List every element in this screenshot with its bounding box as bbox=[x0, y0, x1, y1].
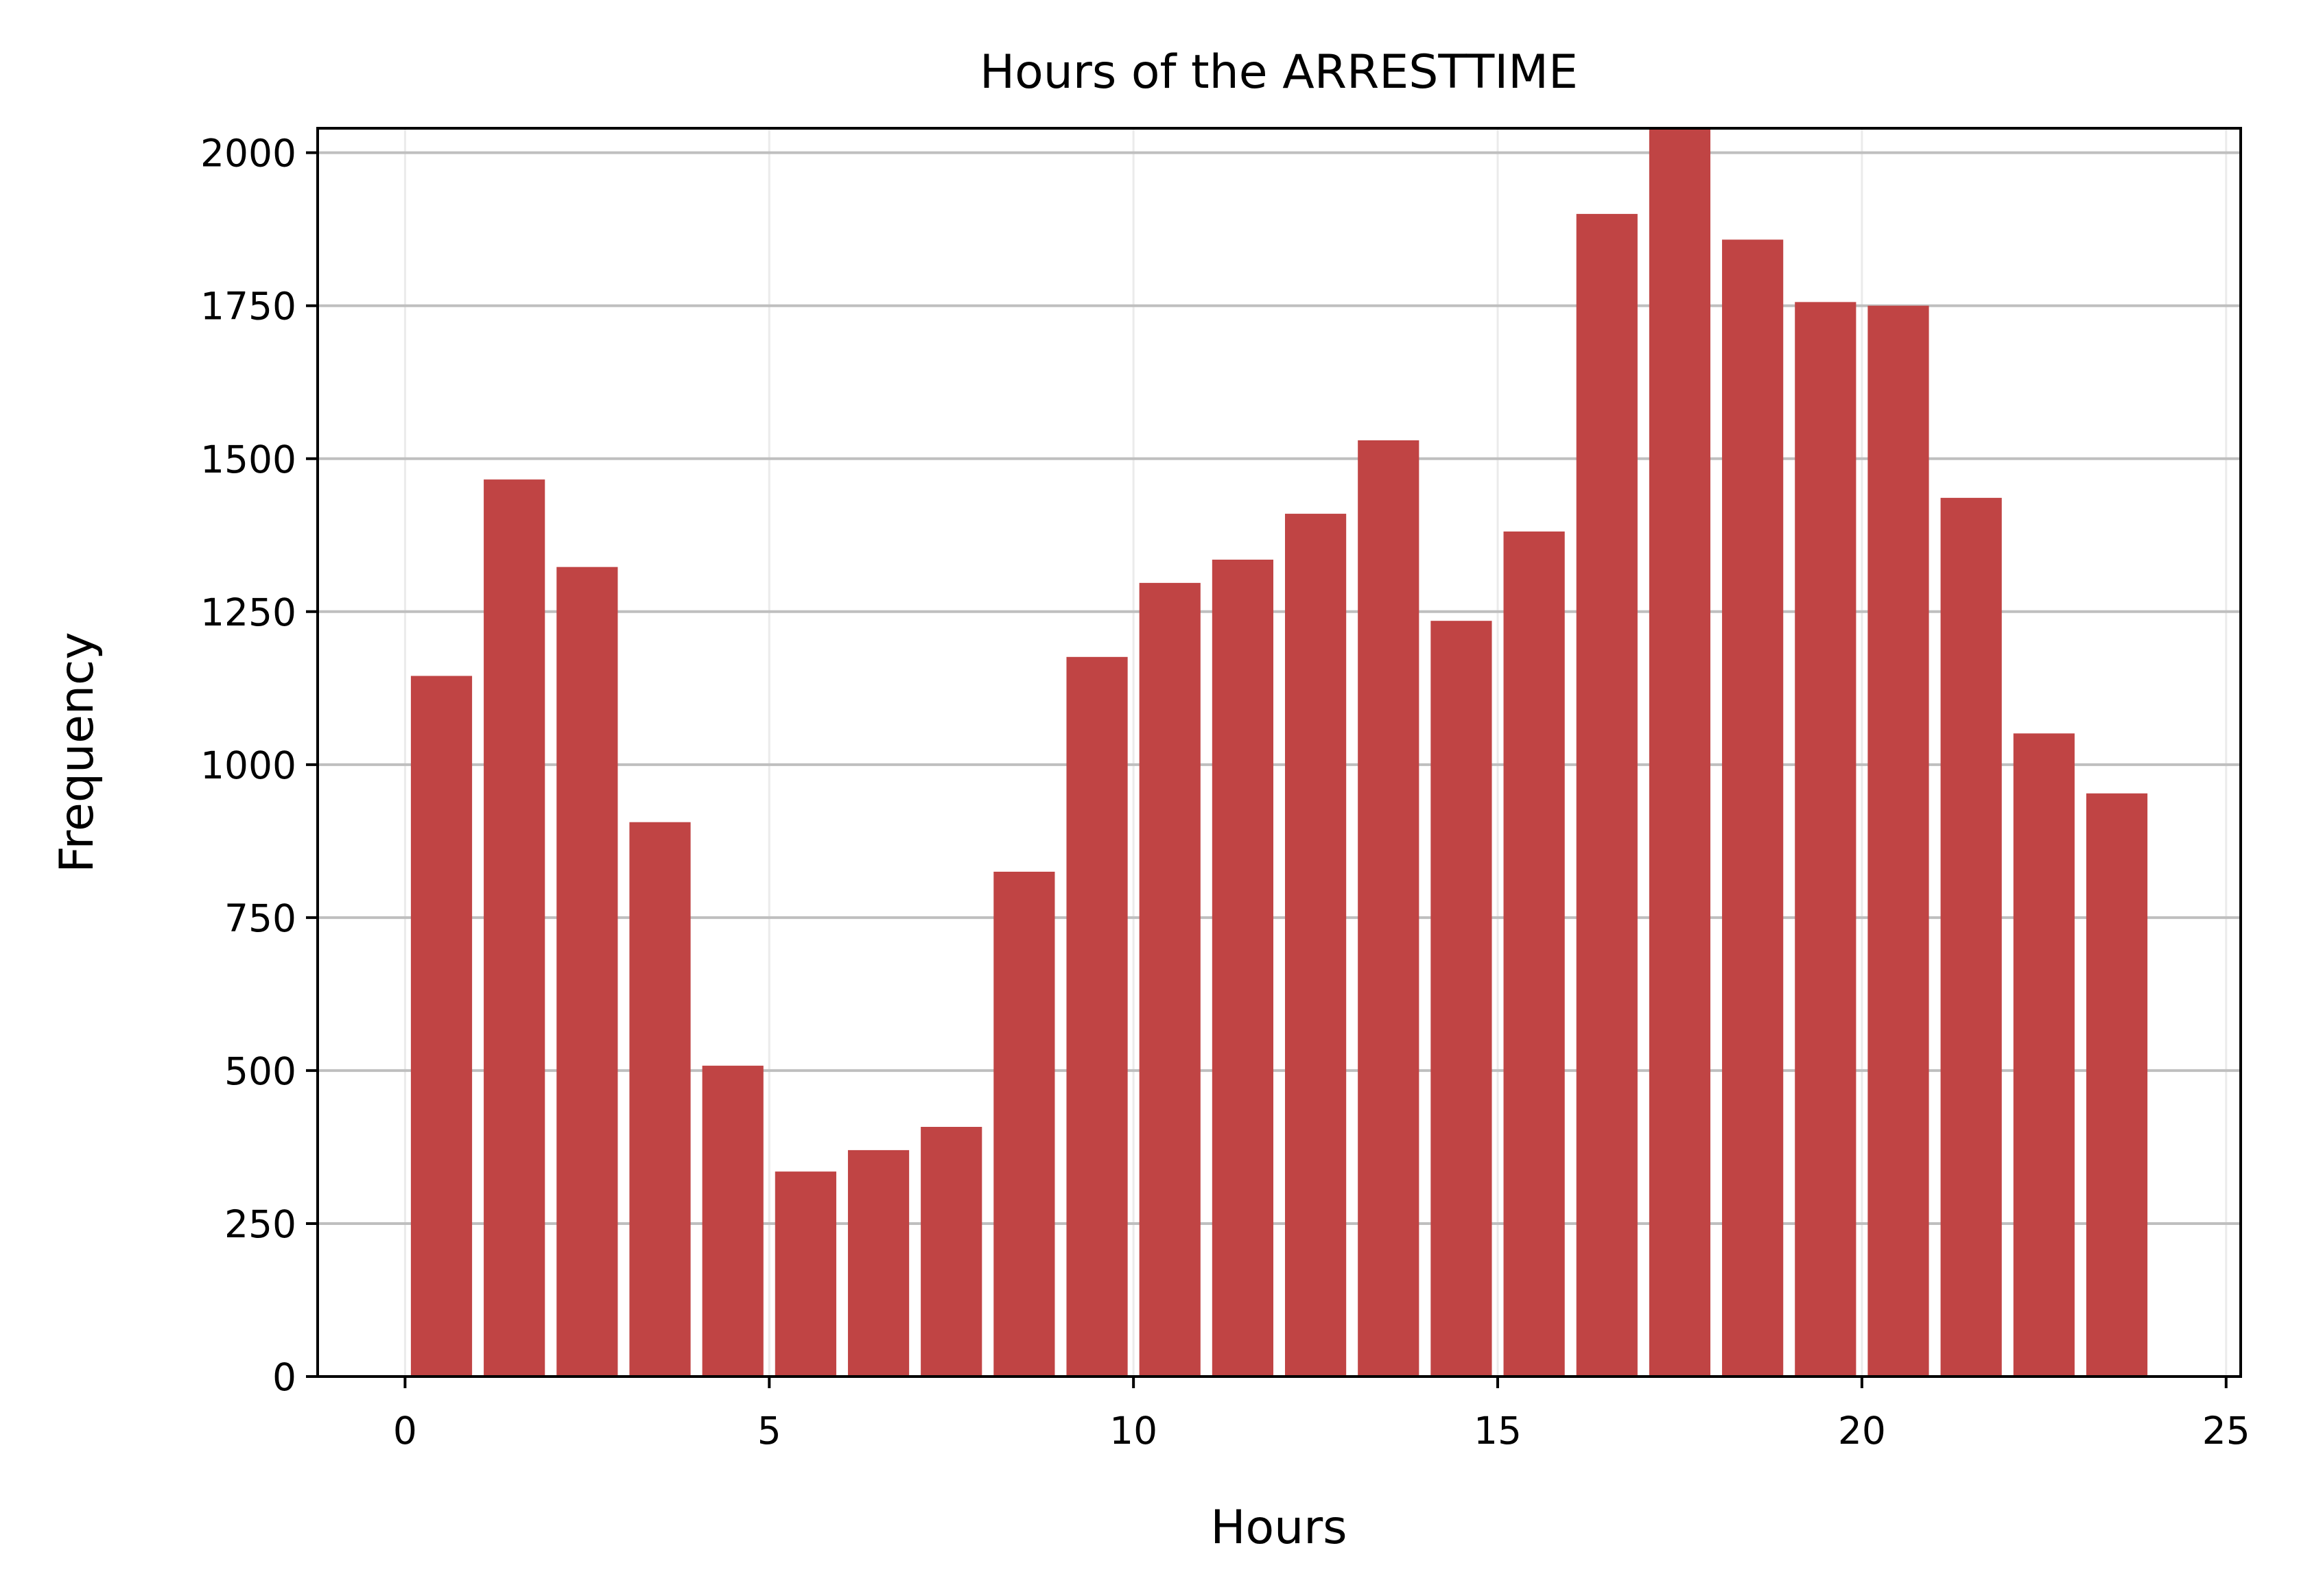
axes-frame bbox=[316, 127, 2242, 1378]
bar bbox=[1795, 302, 1856, 1377]
bar bbox=[2013, 733, 2075, 1377]
bar bbox=[484, 479, 545, 1377]
bar bbox=[1430, 621, 1492, 1377]
bar bbox=[629, 822, 691, 1377]
x-tick-label: 10 bbox=[1109, 1409, 1157, 1453]
bar bbox=[1503, 531, 1565, 1377]
y-tick-label: 250 bbox=[224, 1202, 296, 1246]
bar bbox=[1722, 239, 1784, 1377]
y-ticks: 0 250 500 750 1000 1250 1500 1750 2000 bbox=[200, 132, 318, 1399]
y-tick-label: 2000 bbox=[200, 132, 296, 176]
bar bbox=[1867, 305, 1929, 1377]
bar bbox=[1940, 497, 2002, 1377]
bar bbox=[1139, 582, 1201, 1377]
bar bbox=[775, 1171, 836, 1377]
y-tick-label: 1000 bbox=[200, 743, 296, 787]
y-tick-label: 1750 bbox=[200, 285, 296, 329]
x-tick-label: 0 bbox=[393, 1409, 417, 1453]
bars bbox=[410, 128, 2148, 1377]
bar bbox=[410, 676, 473, 1377]
bar bbox=[1212, 559, 1274, 1377]
x-tick-label: 20 bbox=[1838, 1409, 1886, 1453]
x-tick-label: 5 bbox=[757, 1409, 781, 1453]
chart-title: Hours of the ARRESTTIME bbox=[980, 45, 1578, 99]
y-tick-label: 0 bbox=[272, 1355, 296, 1399]
bar bbox=[921, 1127, 982, 1377]
x-tick-label: 15 bbox=[1474, 1409, 1522, 1453]
y-tick-label: 1250 bbox=[200, 591, 296, 634]
x-tick-label: 25 bbox=[2202, 1409, 2250, 1453]
bar bbox=[1649, 128, 1711, 1377]
bar bbox=[2086, 793, 2148, 1377]
x-ticks: 0 5 10 15 20 25 bbox=[393, 1377, 2250, 1453]
y-tick-label: 750 bbox=[224, 896, 296, 940]
y-axis-label: Frequency bbox=[50, 632, 104, 872]
bar bbox=[847, 1150, 910, 1377]
bar bbox=[1358, 440, 1419, 1377]
bar bbox=[556, 567, 618, 1377]
y-tick-label: 500 bbox=[224, 1049, 296, 1093]
bar bbox=[1576, 213, 1638, 1377]
x-axis-label: Hours bbox=[1210, 1501, 1347, 1555]
y-tick-label: 1500 bbox=[200, 438, 296, 481]
bar bbox=[702, 1065, 764, 1377]
bar bbox=[1284, 514, 1347, 1377]
bar bbox=[993, 871, 1055, 1377]
bar bbox=[1066, 656, 1128, 1377]
